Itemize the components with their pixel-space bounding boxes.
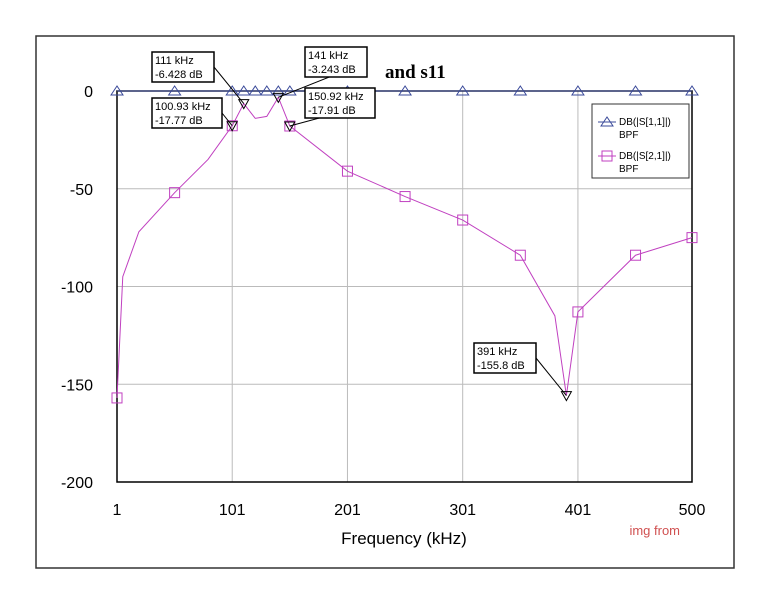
x-axis-label: Frequency (kHz) <box>341 529 467 548</box>
legend-label: DB(|S[2,1]|) <box>619 151 671 162</box>
square-marker <box>601 150 613 162</box>
y-tick-label: -100 <box>61 280 93 297</box>
x-tick-label: 101 <box>219 502 246 519</box>
y-tick-label: -150 <box>61 377 93 394</box>
triangle-marker <box>513 85 528 96</box>
triangle-marker <box>398 85 413 96</box>
triangle-marker <box>236 85 251 96</box>
square-marker <box>686 232 698 244</box>
callout-leader <box>221 112 233 127</box>
y-tick-label: -200 <box>61 475 93 492</box>
legend-box <box>591 103 690 179</box>
callout-text: -155.8 dB <box>477 360 525 372</box>
triangle-marker <box>570 85 585 96</box>
callout-box <box>151 97 223 129</box>
marker-triangle <box>237 99 250 110</box>
square-marker <box>630 249 642 261</box>
tick-labels: 1 101 201 301 401 500 0 -50 -100 -150 -200 <box>61 84 705 519</box>
marker-callout: 150.92 kHz -17.91 dB <box>283 87 376 133</box>
marker-triangle <box>272 92 285 104</box>
x-tick-label: 1 <box>113 502 122 519</box>
callout-leader <box>213 66 245 104</box>
callout-box <box>473 342 537 374</box>
title-fragment: and s11 <box>385 62 446 83</box>
triangle-marker <box>167 85 182 96</box>
legend-sublabel: BPF <box>619 130 638 141</box>
triangle-marker <box>248 85 263 96</box>
callout-text: 111 kHz <box>155 55 194 67</box>
triangle-marker <box>282 85 297 96</box>
series <box>110 85 699 404</box>
callout-text: 391 kHz <box>477 346 517 358</box>
legend: DB(|S[1,1]|) BPF DB(|S[2,1]|) BPF <box>591 103 690 179</box>
series-1 <box>110 85 699 96</box>
square-marker <box>514 249 526 261</box>
triangle-marker <box>259 85 274 96</box>
callout-text: 150.92 kHz <box>308 91 364 103</box>
marker-triangle <box>560 391 573 402</box>
callout-box <box>304 87 376 119</box>
square-marker <box>572 306 584 318</box>
square-marker <box>111 392 123 404</box>
marker-callouts: 111 kHz -6.428 dB 141 kHz -3.243 dB 100.93 k… <box>151 46 573 402</box>
y-tick-label: 0 <box>84 84 93 101</box>
triangle-marker <box>628 85 643 96</box>
square-marker <box>169 187 181 199</box>
square-marker <box>457 214 469 226</box>
triangle-marker <box>600 116 614 127</box>
x-tick-label: 401 <box>565 502 592 519</box>
triangle-marker <box>225 85 240 96</box>
callout-text: -6.428 dB <box>155 69 203 81</box>
y-tick-label: -50 <box>70 182 93 199</box>
marker-triangle <box>283 121 296 133</box>
marker-callout: 141 kHz -3.243 dB <box>272 46 368 104</box>
square-marker <box>341 165 353 177</box>
marker-callout: 100.93 kHz -17.77 dB <box>151 97 238 132</box>
series-line <box>116 96 693 398</box>
triangle-marker <box>110 85 124 96</box>
x-tick-label: 500 <box>679 502 706 519</box>
callout-leader <box>535 357 567 396</box>
triangle-marker <box>685 85 699 96</box>
callout-text: -17.91 dB <box>308 105 356 117</box>
callout-text: -3.243 dB <box>308 64 356 76</box>
callout-text: 141 kHz <box>308 50 348 62</box>
callout-text: -17.77 dB <box>155 115 203 127</box>
square-marker <box>399 191 411 203</box>
callout-box <box>151 51 215 83</box>
marker-callout: 111 kHz -6.428 dB <box>151 51 250 110</box>
series-2 <box>111 96 698 404</box>
watermark-img-from: img from <box>629 523 680 538</box>
legend-sublabel: BPF <box>619 164 638 175</box>
triangle-marker <box>455 85 470 96</box>
marker-triangle <box>226 121 238 132</box>
x-tick-label: 201 <box>334 502 361 519</box>
x-tick-label: 301 <box>449 502 476 519</box>
callout-text: 100.93 kHz <box>155 101 211 113</box>
triangle-marker <box>271 85 286 96</box>
callout-box <box>304 46 368 78</box>
legend-label: DB(|S[1,1]|) <box>619 117 671 128</box>
marker-callout: 391 kHz -155.8 dB <box>473 342 573 402</box>
